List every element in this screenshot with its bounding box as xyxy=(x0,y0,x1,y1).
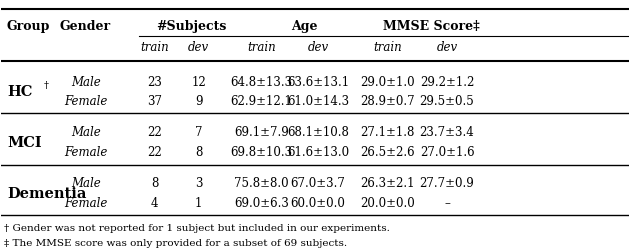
Text: Male: Male xyxy=(71,76,100,89)
Text: 63.6±13.1: 63.6±13.1 xyxy=(287,76,349,89)
Text: Gender: Gender xyxy=(60,20,111,33)
Text: Age: Age xyxy=(291,20,318,33)
Text: 26.5±2.6: 26.5±2.6 xyxy=(360,146,415,159)
Text: 27.1±1.8: 27.1±1.8 xyxy=(360,126,415,139)
Text: 22: 22 xyxy=(147,146,162,159)
Text: 4: 4 xyxy=(151,197,159,210)
Text: 7: 7 xyxy=(195,126,202,139)
Text: MMSE Score‡: MMSE Score‡ xyxy=(383,20,479,33)
Text: 23: 23 xyxy=(147,76,162,89)
Text: 61.0±14.3: 61.0±14.3 xyxy=(287,95,349,108)
Text: train: train xyxy=(373,42,402,54)
Text: † Gender was not reported for 1 subject but included in our experiments.: † Gender was not reported for 1 subject … xyxy=(4,224,390,233)
Text: 26.3±2.1: 26.3±2.1 xyxy=(360,178,415,190)
Text: 28.9±0.7: 28.9±0.7 xyxy=(360,95,415,108)
Text: 23.7±3.4: 23.7±3.4 xyxy=(420,126,474,139)
Text: train: train xyxy=(140,42,169,54)
Text: 29.5±0.5: 29.5±0.5 xyxy=(420,95,474,108)
Text: MCI: MCI xyxy=(7,136,42,150)
Text: dev: dev xyxy=(188,42,209,54)
Text: 37: 37 xyxy=(147,95,162,108)
Text: 60.0±0.0: 60.0±0.0 xyxy=(290,197,346,210)
Text: Male: Male xyxy=(71,126,100,139)
Text: 8: 8 xyxy=(195,146,202,159)
Text: 8: 8 xyxy=(151,178,158,190)
Text: –: – xyxy=(444,197,450,210)
Text: 27.0±1.6: 27.0±1.6 xyxy=(420,146,474,159)
Text: 12: 12 xyxy=(192,76,206,89)
Text: Female: Female xyxy=(64,95,107,108)
Text: dev: dev xyxy=(437,42,457,54)
Text: 9: 9 xyxy=(195,95,202,108)
Text: Dementia: Dementia xyxy=(7,187,86,201)
Text: 22: 22 xyxy=(147,126,162,139)
Text: 62.9±12.1: 62.9±12.1 xyxy=(231,95,292,108)
Text: 68.1±10.8: 68.1±10.8 xyxy=(287,126,349,139)
Text: 61.6±13.0: 61.6±13.0 xyxy=(287,146,349,159)
Text: 64.8±13.3: 64.8±13.3 xyxy=(231,76,292,89)
Text: Female: Female xyxy=(64,146,107,159)
Text: 29.2±1.2: 29.2±1.2 xyxy=(420,76,474,89)
Text: train: train xyxy=(247,42,276,54)
Text: 75.8±8.0: 75.8±8.0 xyxy=(234,178,289,190)
Text: 27.7±0.9: 27.7±0.9 xyxy=(420,178,474,190)
Text: 29.0±1.0: 29.0±1.0 xyxy=(360,76,415,89)
Text: HC: HC xyxy=(7,85,32,99)
Text: ‡ The MMSE score was only provided for a subset of 69 subjects.: ‡ The MMSE score was only provided for a… xyxy=(4,239,347,248)
Text: †: † xyxy=(43,81,49,90)
Text: 3: 3 xyxy=(195,178,202,190)
Text: 67.0±3.7: 67.0±3.7 xyxy=(290,178,346,190)
Text: 1: 1 xyxy=(195,197,202,210)
Text: Male: Male xyxy=(71,178,100,190)
Text: 20.0±0.0: 20.0±0.0 xyxy=(360,197,415,210)
Text: Group: Group xyxy=(7,20,50,33)
Text: #Subjects: #Subjects xyxy=(156,20,226,33)
Text: Female: Female xyxy=(64,197,107,210)
Text: dev: dev xyxy=(307,42,329,54)
Text: 69.0±6.3: 69.0±6.3 xyxy=(234,197,289,210)
Text: 69.8±10.3: 69.8±10.3 xyxy=(231,146,292,159)
Text: 69.1±7.9: 69.1±7.9 xyxy=(234,126,289,139)
